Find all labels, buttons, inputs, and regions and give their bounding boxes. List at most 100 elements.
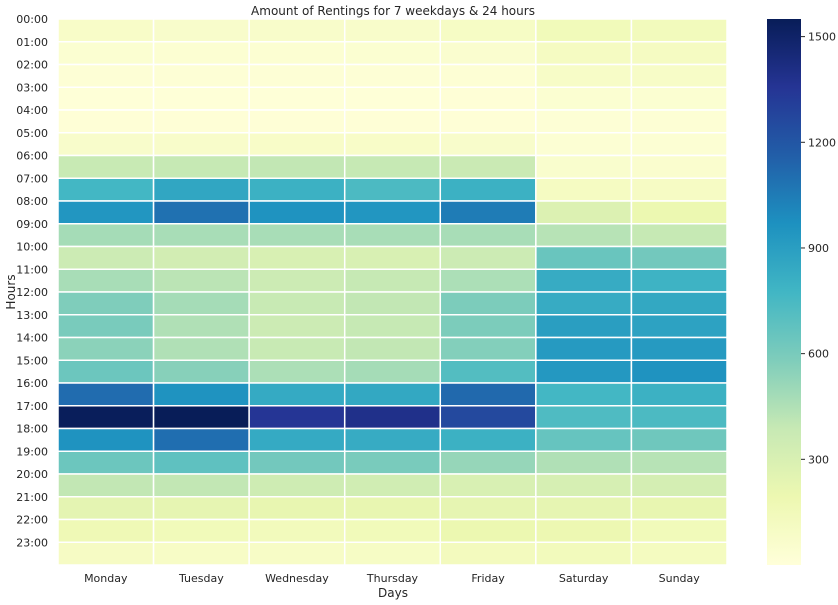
y-tick-label: 07:00	[16, 172, 48, 185]
x-tick-label: Friday	[471, 572, 505, 585]
heatmap-cell	[535, 336, 633, 361]
heatmap-cell	[248, 245, 346, 270]
x-tick-label: Thursday	[366, 572, 419, 585]
y-tick-label: 14:00	[16, 332, 48, 345]
heatmap-cell	[343, 450, 442, 475]
heatmap-cell	[535, 382, 633, 407]
y-tick-label: 02:00	[16, 59, 48, 72]
heatmap-cell	[343, 427, 442, 452]
heatmap-cell	[152, 245, 250, 270]
heatmap-cell	[57, 427, 155, 452]
heatmap-cell	[57, 382, 155, 407]
x-tick-label: Sunday	[659, 572, 701, 585]
heatmap-cell	[248, 359, 346, 384]
heatmap-cell	[248, 450, 346, 475]
heatmap-cell	[630, 223, 728, 248]
heatmap-cell	[57, 154, 155, 179]
heatmap-cell	[343, 496, 442, 521]
heatmap-cell	[630, 541, 728, 566]
heatmap-cell	[630, 41, 728, 66]
heatmap-cell	[248, 63, 346, 88]
heatmap-cell	[535, 405, 633, 430]
heatmap-cell	[535, 109, 633, 134]
colorbar	[767, 19, 801, 565]
y-tick-label: 13:00	[16, 309, 48, 322]
y-axis-label: Hours	[4, 274, 18, 309]
heatmap-cell	[343, 109, 442, 134]
heatmap-cell	[439, 109, 537, 134]
heatmap-cell	[439, 86, 537, 111]
heatmap-cell	[152, 518, 250, 543]
y-tick-label: 22:00	[16, 514, 48, 527]
y-tick-label: 15:00	[16, 354, 48, 367]
heatmap-cell	[439, 314, 537, 339]
heatmap-cell	[152, 314, 250, 339]
heatmap-cell	[152, 405, 250, 430]
heatmap-cell	[439, 200, 537, 225]
heatmap-cell	[57, 314, 155, 339]
x-tick-label: Tuesday	[178, 572, 224, 585]
heatmap-cell	[630, 405, 728, 430]
heatmap-cell	[152, 496, 250, 521]
heatmap-cell	[248, 200, 346, 225]
heatmap-cell	[152, 41, 250, 66]
heatmap-cell	[535, 200, 633, 225]
heatmap-cell	[248, 405, 346, 430]
heatmap-cell	[439, 541, 537, 566]
y-tick-label: 23:00	[16, 536, 48, 549]
heatmap-cell	[248, 132, 346, 157]
heatmap-cell	[439, 154, 537, 179]
heatmap-cell	[248, 473, 346, 498]
x-axis-label: Days	[378, 586, 408, 600]
heatmap-cell	[343, 86, 442, 111]
y-tick-label: 04:00	[16, 104, 48, 117]
heatmap-cell	[439, 41, 537, 66]
heatmap-cell	[248, 86, 346, 111]
heatmap-cell	[343, 541, 442, 566]
heatmap-cell	[152, 541, 250, 566]
colorbar-tick-label: 300	[808, 453, 829, 466]
heatmap-cell	[439, 359, 537, 384]
heatmap-cell	[343, 154, 442, 179]
heatmap-cell	[439, 518, 537, 543]
heatmap-cell	[630, 245, 728, 270]
heatmap-cell	[343, 41, 442, 66]
heatmap-cell	[630, 132, 728, 157]
heatmap-cell	[439, 132, 537, 157]
heatmap-cell	[630, 427, 728, 452]
heatmap-cell	[535, 41, 633, 66]
heatmap-cell	[439, 496, 537, 521]
heatmap-cell	[57, 268, 155, 293]
heatmap-cell	[152, 132, 250, 157]
heatmap-cell	[535, 18, 633, 43]
heatmap-cell	[152, 200, 250, 225]
heatmap-cell	[152, 473, 250, 498]
heatmap-cell	[535, 473, 633, 498]
y-tick-label: 10:00	[16, 241, 48, 254]
heatmap-cell	[57, 405, 155, 430]
heatmap-cell	[630, 359, 728, 384]
heatmap-cell	[535, 496, 633, 521]
heatmap-cell	[152, 450, 250, 475]
y-tick-label: 17:00	[16, 400, 48, 413]
y-tick-label: 16:00	[16, 377, 48, 390]
heatmap-cell	[343, 18, 442, 43]
y-tick-label: 19:00	[16, 445, 48, 458]
colorbar-tick-label: 900	[808, 242, 829, 255]
heatmap-cell	[343, 518, 442, 543]
heatmap-cell	[343, 336, 442, 361]
heatmap-cell	[57, 450, 155, 475]
heatmap-cell	[535, 223, 633, 248]
heatmap-cell	[57, 200, 155, 225]
heatmap-cell	[248, 291, 346, 316]
heatmap-cell	[630, 200, 728, 225]
heatmap-cell	[343, 405, 442, 430]
heatmap-cell	[535, 132, 633, 157]
y-tick-label: 11:00	[16, 263, 48, 276]
colorbar-ticks: 300 600 900 1200 1500	[801, 31, 836, 466]
heatmap-cell	[248, 336, 346, 361]
heatmap-cell	[630, 268, 728, 293]
heatmap-cell	[630, 177, 728, 202]
heatmap-cell	[439, 245, 537, 270]
